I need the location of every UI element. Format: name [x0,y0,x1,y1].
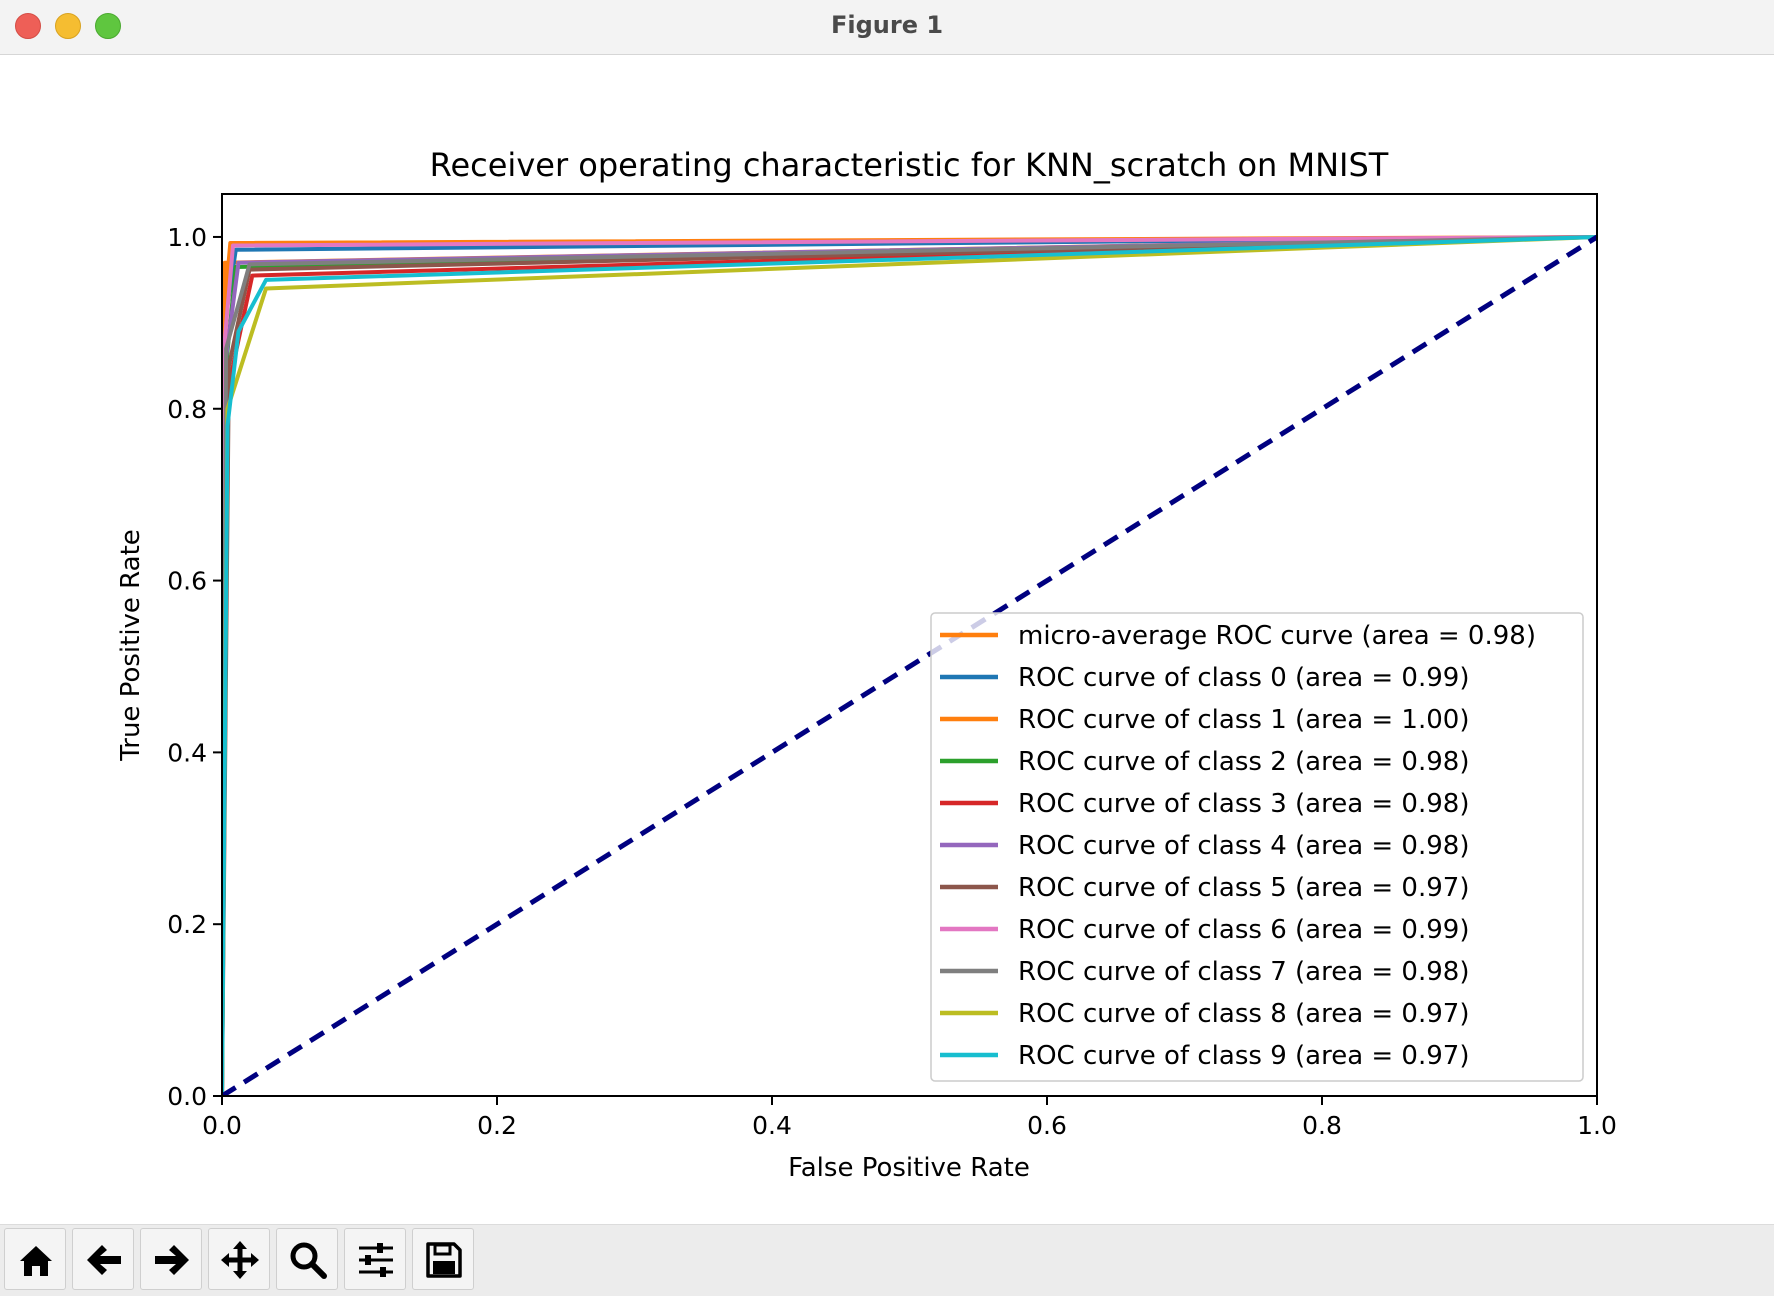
legend-items: micro-average ROC curve (area = 0.98) ROC… [940,621,1536,1071]
close-window-button[interactable] [15,13,41,39]
y-tick-label: 0.2 [167,910,207,939]
back-button[interactable] [72,1228,134,1290]
x-tick-label: 0.8 [1302,1111,1342,1140]
search-icon [290,1242,327,1279]
axis-ticks: 0.0 0.2 0.4 0.6 0.8 1.0 0.0 0.2 0.4 0.6 0.8 1.0 [167,223,1617,1140]
zoom-button[interactable] [276,1228,338,1290]
minimize-window-button[interactable] [55,13,81,39]
x-tick-label: 1.0 [1577,1111,1617,1140]
y-tick-label: 0.8 [167,395,207,424]
pan-button[interactable] [208,1228,270,1290]
y-tick-label: 0.0 [167,1082,207,1111]
y-axis-label: True Positive Rate [116,529,146,762]
save-button[interactable] [412,1228,474,1290]
sliders-icon [359,1243,393,1277]
x-axis-label: False Positive Rate [788,1153,1030,1183]
y-tick-label: 1.0 [167,223,207,252]
y-tick-label: 0.4 [167,738,207,767]
x-tick-label: 0.6 [1027,1111,1067,1140]
roc-chart: 0.0 0.2 0.4 0.6 0.8 1.0 0.0 0.2 0.4 0.6 0.8 1.0 Rec… [116,146,1617,1183]
x-tick-label: 0.2 [477,1111,517,1140]
chart-title: Receiver operating characteristic for KN… [430,146,1389,184]
legend-label: ROC curve of class 6 (area = 0.99) [1018,915,1469,945]
legend-label: ROC curve of class 5 (area = 0.97) [1018,873,1469,903]
plot-canvas: 0.0 0.2 0.4 0.6 0.8 1.0 0.0 0.2 0.4 0.6 0.8 1.0 Rec… [0,55,1774,1224]
legend-label: ROC curve of class 0 (area = 0.99) [1018,663,1469,693]
x-tick-label: 0.4 [752,1111,792,1140]
legend-label: micro-average ROC curve (area = 0.98) [1018,621,1536,651]
navigation-toolbar [0,1224,1774,1296]
axes-frame [221,193,1598,1097]
legend-label: ROC curve of class 4 (area = 0.98) [1018,831,1469,861]
y-tick-label: 0.6 [167,567,207,596]
move-icon [221,1241,259,1279]
home-button[interactable] [4,1228,66,1290]
legend-label: ROC curve of class 2 (area = 0.98) [1018,747,1469,777]
legend: micro-average ROC curve (area = 0.98) ROC… [930,612,1584,1082]
legend-label: ROC curve of class 7 (area = 0.98) [1018,957,1469,987]
series-line-10 [222,235,1597,1096]
maximize-window-button[interactable] [95,13,121,39]
chance-diagonal-line [222,234,1597,1096]
arrow-right-icon [155,1245,189,1275]
configure-subplots-button[interactable] [344,1228,406,1290]
legend-label: ROC curve of class 9 (area = 0.97) [1018,1041,1469,1071]
title-bar: Figure 1 [0,0,1774,55]
window-title: Figure 1 [830,11,944,39]
x-tick-label: 0.0 [202,1111,242,1140]
home-icon [20,1246,52,1276]
legend-label: ROC curve of class 1 (area = 1.00) [1018,705,1469,735]
legend-box [930,612,1584,1082]
arrow-left-icon [87,1245,121,1275]
series-lines [222,234,1597,1096]
legend-label: ROC curve of class 3 (area = 0.98) [1018,789,1469,819]
forward-button[interactable] [140,1228,202,1290]
legend-label: ROC curve of class 8 (area = 0.97) [1018,999,1469,1029]
save-icon [426,1242,462,1278]
